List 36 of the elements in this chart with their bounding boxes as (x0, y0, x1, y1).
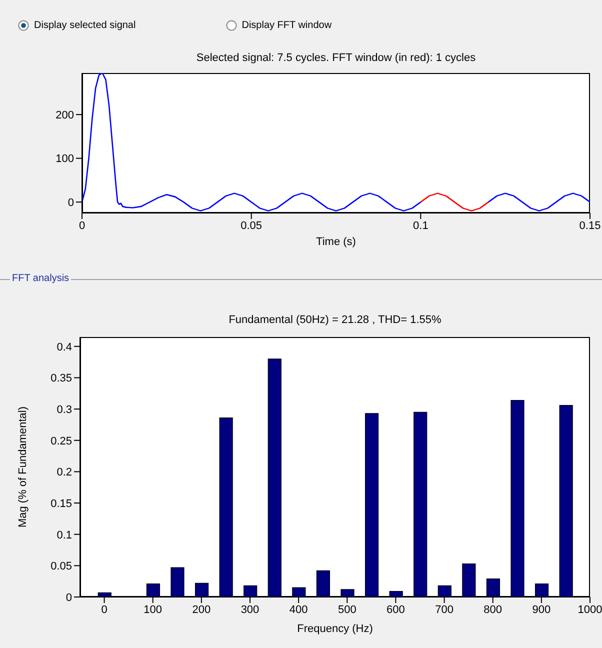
x-tick-label: 0 (78, 220, 86, 232)
line-series (420, 192, 490, 212)
x-tick-label: 300 (240, 604, 260, 616)
text: Display FFT window (242, 20, 332, 31)
x-tick-label: 200 (192, 604, 211, 616)
y-tick-label: 0.35 (50, 372, 72, 385)
y-tick-label: 0.05 (50, 560, 72, 573)
y-tick-label: 0.4 (56, 341, 72, 354)
y-axis-title: Mag (% of Fundamental) (16, 406, 29, 528)
y-tick-label: 200 (56, 109, 74, 122)
y-tick-label: 0.25 (50, 435, 72, 448)
y-tick-label: 0.1 (56, 529, 72, 542)
y-tick-label: 0 (66, 592, 72, 604)
x-axis-title: Frequency (Hz) (297, 623, 373, 635)
y-tick-label: 0.2 (56, 466, 72, 479)
x-tick-label: 400 (289, 604, 308, 616)
chart-title: Selected signal: 7.5 cycles. FFT window (in red): 1 cycles (195, 52, 477, 64)
x-tick-label: 0.05 (240, 220, 262, 232)
x-tick-label: 0.15 (579, 220, 601, 232)
y-tick-label: 0.3 (56, 404, 72, 416)
text: FFT analysis (10, 273, 72, 284)
x-tick-label: 0 (101, 604, 108, 616)
x-tick-label: 800 (484, 604, 502, 616)
y-tick-label: 0 (68, 196, 74, 209)
x-tick-label: 0.1 (413, 220, 428, 232)
y-tick-label: 0.15 (50, 498, 72, 510)
y-tick-label: 100 (56, 153, 74, 166)
text: Display selected signal (34, 20, 136, 31)
x-tick-label: 100 (144, 604, 162, 616)
x-tick-label: 900 (532, 604, 551, 616)
chart-title: Fundamental (50Hz) = 21.28 , THD= 1.55% (228, 314, 442, 326)
x-axis-title: Time (s) (316, 236, 356, 248)
x-tick-label: 700 (435, 604, 454, 616)
x-tick-label: 600 (386, 604, 405, 616)
x-tick-label: 1000 (578, 604, 602, 616)
x-tick-label: 500 (338, 604, 356, 616)
